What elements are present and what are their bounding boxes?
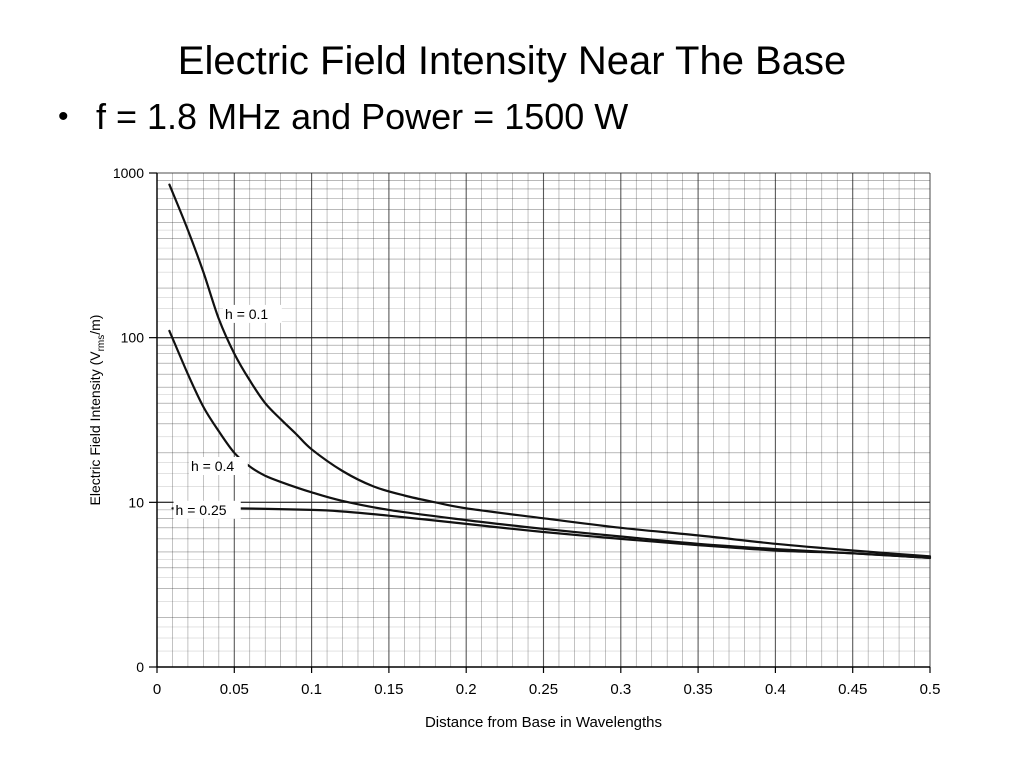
- x-tick-label: 0.15: [374, 681, 403, 698]
- annotation-bg: [189, 456, 248, 475]
- x-tick-label: 0.25: [529, 681, 558, 698]
- chart-labels: 0 0.05 0.1 0.15 0.2 0.25 0.3 0.35 0.4 0.45 0.5 0 10 1…: [87, 165, 940, 731]
- curve-annotation: h = 0.1: [225, 306, 268, 322]
- series-line-h-0-1: [168, 183, 932, 558]
- y-axis-label-end: /m): [87, 315, 103, 335]
- x-tick-label: 0.5: [920, 681, 941, 698]
- x-tick-label: 0.3: [610, 681, 631, 698]
- bullet-item: • f = 1.8 MHz and Power = 1500 W: [58, 94, 628, 140]
- y-tick-label: 0: [136, 659, 144, 675]
- y-axis-label-main: Electric Field Intensity (V: [87, 351, 103, 506]
- y-axis-label: Electric Field Intensity (Vrms/m): [87, 315, 107, 506]
- x-axis-label: Distance from Base in Wavelengths: [425, 714, 662, 731]
- x-tick-label: 0: [153, 681, 161, 698]
- chart-series: [168, 183, 932, 559]
- y-axis-label-subscript: rms: [96, 335, 107, 352]
- curve-annotation: h = 0.4: [191, 458, 234, 474]
- y-tick-label: 100: [121, 330, 145, 346]
- annotation-bg: [173, 500, 241, 519]
- bullet-text: f = 1.8 MHz and Power = 1500 W: [96, 96, 629, 137]
- y-tick-label: 1000: [113, 165, 144, 181]
- slide-title: Electric Field Intensity Near The Base: [177, 39, 847, 83]
- y-tick-label: 10: [128, 494, 144, 510]
- series-line-h-0-25: [171, 507, 932, 559]
- chart-grid: [156, 172, 931, 668]
- chart-axes: [149, 172, 931, 673]
- curve-annotation: h = 0.25: [176, 502, 227, 518]
- x-tick-label: 0.05: [220, 681, 249, 698]
- series-line-h-0-4: [168, 329, 932, 559]
- x-tick-label: 0.4: [765, 681, 786, 698]
- annotation-bg: [223, 304, 282, 323]
- bullet-dot-icon: •: [58, 100, 69, 133]
- x-tick-label: 0.2: [456, 681, 477, 698]
- x-tick-label: 0.1: [301, 681, 322, 698]
- x-tick-label: 0.45: [838, 681, 867, 698]
- x-tick-label: 0.35: [683, 681, 712, 698]
